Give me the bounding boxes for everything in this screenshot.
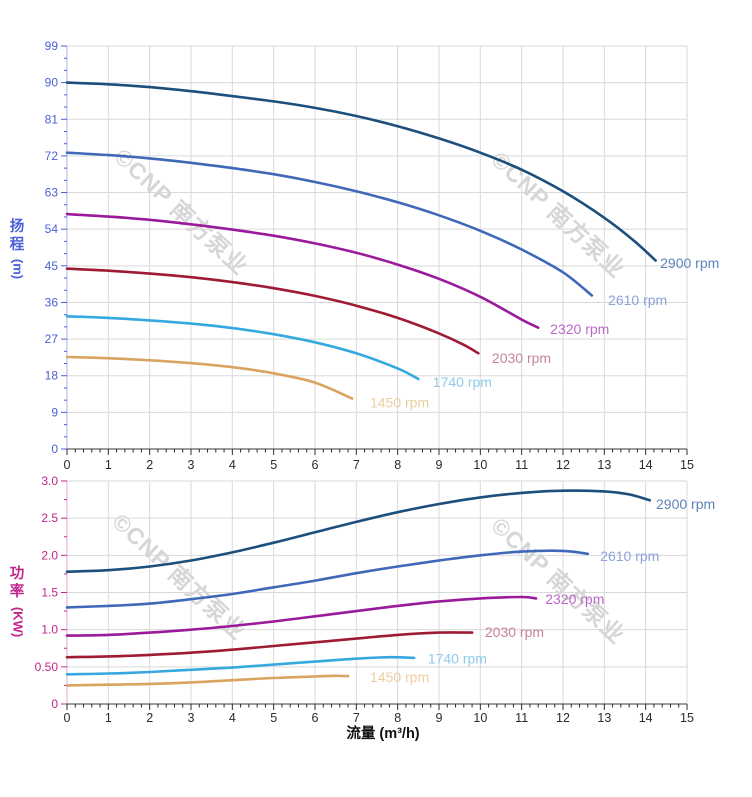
curve-power-2030-rpm — [65, 631, 474, 659]
head-rpm-label: 2610 rpm — [608, 292, 667, 308]
head-x-tick-label: 11 — [515, 458, 528, 472]
head-x-tick-label: 4 — [229, 458, 236, 472]
watermark-text: ©CNP 南方泵业 — [109, 143, 253, 280]
curve-power-1740-rpm — [65, 655, 416, 676]
power-rpm-label: 2030 rpm — [485, 624, 544, 640]
head-x-tick-label: 8 — [394, 458, 401, 472]
power-x-tick-label: 7 — [353, 711, 360, 725]
head-axis-title-char: 扬 — [10, 217, 25, 235]
head-x-tick-label: 1 — [105, 458, 112, 472]
head-x-tick-label: 5 — [270, 458, 277, 472]
power-y-tick-label: 1.5 — [41, 586, 58, 600]
head-axis-title-char: 程 — [10, 236, 25, 253]
flow-axis-title: 流量 (m³/h) — [346, 724, 419, 742]
head-x-tick-label: 6 — [312, 458, 319, 472]
curve-power-2610-rpm — [65, 549, 590, 609]
head-x-tick-label: 7 — [353, 458, 360, 472]
power-x-tick-label: 0 — [64, 711, 71, 725]
head-x-tick-label: 0 — [64, 458, 71, 472]
head-y-tick-label: 9 — [51, 405, 58, 419]
curve-head-2900-rpm — [65, 81, 657, 262]
power-y-tick-label: 3.0 — [41, 474, 58, 488]
power-x-tick-label: 10 — [473, 711, 487, 725]
power-rpm-label: 2900 rpm — [656, 496, 715, 512]
curve-power-2900-rpm — [65, 489, 652, 573]
head-rpm-label: 1740 rpm — [433, 374, 492, 390]
head-y-tick-label: 90 — [45, 76, 59, 90]
curve-head-2320-rpm — [65, 212, 540, 329]
head-y-tick-label: 45 — [45, 259, 59, 273]
power-x-tick-label: 12 — [556, 711, 570, 725]
power-x-tick-label: 9 — [436, 711, 443, 725]
head-gridlines — [67, 45, 688, 449]
power-y-tick-label: 2.5 — [41, 511, 58, 525]
curve-head-2030-rpm — [65, 267, 480, 355]
power-axis-unit: (KW) — [11, 607, 26, 637]
power-x-tick-label: 5 — [270, 711, 277, 725]
power-x-tick-label: 4 — [229, 711, 236, 725]
power-rpm-label: 1450 rpm — [370, 669, 429, 685]
head-x-tick-label: 9 — [436, 458, 443, 472]
head-x-tick-label: 2 — [146, 458, 153, 472]
power-x-tick-label: 11 — [515, 711, 528, 725]
head-y-tick-label: 72 — [45, 149, 59, 163]
curve-power-2320-rpm — [65, 595, 538, 637]
power-rpm-label: 2320 rpm — [545, 591, 604, 607]
curve-head-1450-rpm — [65, 355, 354, 400]
power-x-tick-label: 13 — [597, 711, 611, 725]
power-x-tick-label: 1 — [105, 711, 112, 725]
head-x-tick-label: 12 — [556, 458, 570, 472]
head-y-tick-label: 36 — [45, 295, 59, 309]
head-y-tick-label: 0 — [51, 442, 58, 456]
power-y-tick-label: 0 — [51, 697, 58, 711]
watermark-text: ©CNP 南方泵业 — [107, 508, 251, 645]
head-rpm-label: 2320 rpm — [550, 321, 609, 337]
curve-head-2610-rpm — [65, 151, 594, 297]
power-gridlines — [67, 480, 688, 704]
power-x-tick-label: 2 — [146, 711, 153, 725]
curve-power-1450-rpm — [65, 674, 350, 687]
head-y-tick-label: 27 — [45, 332, 59, 346]
power-rpm-label: 2610 rpm — [600, 548, 659, 564]
head-y-tick-label: 63 — [45, 186, 59, 200]
power-y-tick-label: 0.50 — [35, 660, 59, 674]
curve-head-1740-rpm — [65, 315, 420, 381]
head-chart: ©CNP 南方泵业 ©CNP 南方泵业0918273645546372819099… — [10, 39, 720, 472]
head-axis-unit: (m) — [11, 259, 26, 279]
power-x-tick-label: 8 — [394, 711, 401, 725]
head-rpm-label: 1450 rpm — [370, 395, 429, 411]
head-x-tick-label: 15 — [680, 458, 694, 472]
power-x-tick-label: 15 — [680, 711, 694, 725]
head-y-tick-label: 18 — [45, 369, 59, 383]
head-y-tick-label: 99 — [45, 39, 59, 53]
head-x-tick-label: 13 — [597, 458, 611, 472]
power-x-tick-label: 3 — [188, 711, 195, 725]
head-rpm-label: 2030 rpm — [492, 350, 551, 366]
power-axis-title-char: 率 — [10, 582, 25, 600]
head-y-tick-label: 81 — [45, 112, 59, 126]
head-rpm-label: 2900 rpm — [660, 255, 719, 271]
head-x-tick-label: 14 — [639, 458, 653, 472]
power-rpm-label: 1740 rpm — [428, 651, 487, 667]
power-x-tick-label: 6 — [312, 711, 319, 725]
watermark-text: ©CNP 南方泵业 — [486, 146, 630, 283]
head-y-tick-label: 54 — [45, 222, 59, 236]
power-y-tick-label: 2.0 — [41, 548, 58, 562]
power-axis-title-char: 功 — [10, 565, 25, 582]
head-x-tick-label: 10 — [473, 458, 487, 472]
power-x-tick-label: 14 — [639, 711, 653, 725]
power-y-tick-label: 1.0 — [41, 623, 58, 637]
head-x-tick-label: 3 — [188, 458, 195, 472]
